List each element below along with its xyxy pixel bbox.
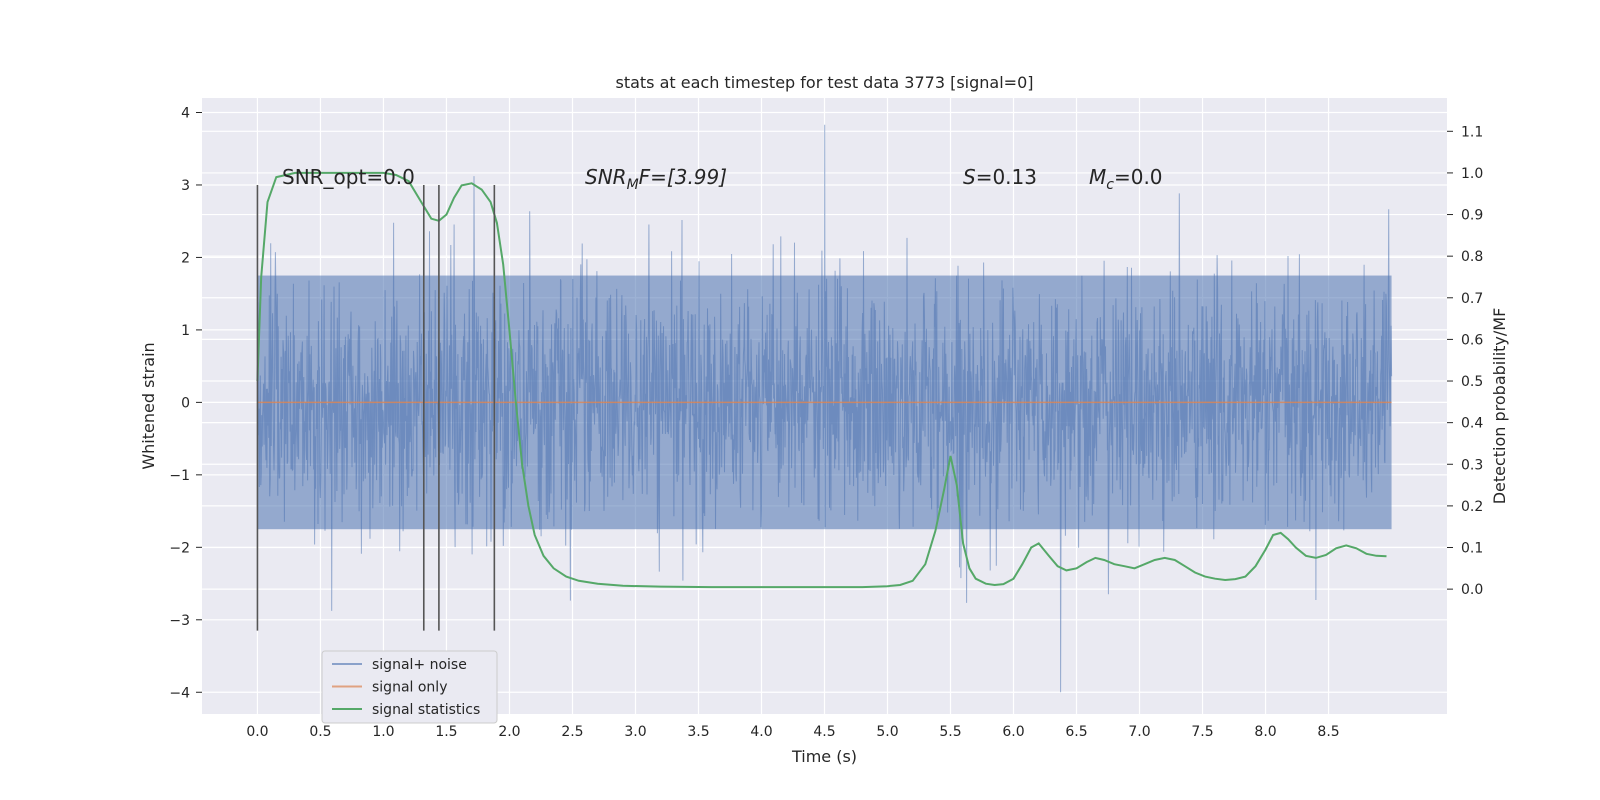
noise-line <box>256 124 1393 693</box>
x-axis-ticks: 0.0 0.5 1.0 1.5 2.0 2.5 3.0 3.5 4.0 4.5 5.0 5.5 6.0 6… <box>246 724 1339 740</box>
y-axis-ticks: 4 3 2 1 0 −1 −2 −3 −4 <box>169 105 202 701</box>
y-tick-label: 4 <box>181 105 190 121</box>
y-axis-label: Whitened strain <box>139 342 158 469</box>
y-right-tick-label: 0.1 <box>1461 541 1483 557</box>
y-right-axis-ticks: 1.1 1.0 0.9 0.8 0.7 0.6 0.5 0.4 0.3 0.2 0.1 0.0 <box>1447 124 1483 598</box>
annotation-snr-mf-main: SNR <box>585 165 627 189</box>
x-tick-label: 7.0 <box>1128 724 1150 740</box>
annotation-s-main: S <box>963 165 976 189</box>
annotation-snr-mf-sub: M <box>627 177 639 193</box>
y-right-axis-label: Detection probability/MF <box>1490 308 1509 505</box>
y-right-tick-label: 0.5 <box>1461 374 1483 390</box>
y-right-tick-label: 0.2 <box>1461 499 1483 515</box>
legend-box <box>321 650 498 724</box>
x-axis-label: Time (s) <box>791 747 857 766</box>
y-tick-label: −3 <box>169 613 190 629</box>
annotation-mc-sub: c <box>1106 177 1114 193</box>
y-tick-label: −2 <box>169 540 190 556</box>
y-right-tick-label: 0.3 <box>1461 457 1483 473</box>
annotation-snr-mf: SNRMF=[3.99] <box>585 165 727 193</box>
x-tick-label: 1.0 <box>372 724 394 740</box>
legend: signal+ noise signal only signal statist… <box>321 650 498 724</box>
signal-statistics-series <box>256 171 1387 589</box>
annotation-mc: Mc=0.0 <box>1089 165 1163 193</box>
vertical-markers <box>256 184 496 631</box>
x-tick-label: 8.5 <box>1317 724 1339 740</box>
x-tick-label: 7.5 <box>1191 724 1213 740</box>
x-tick-label: 2.5 <box>561 724 583 740</box>
x-tick-label: 6.5 <box>1065 724 1087 740</box>
y-right-tick-label: 0.6 <box>1461 332 1483 348</box>
statistics-line <box>256 171 1387 589</box>
y-right-tick-label: 1.1 <box>1461 124 1483 140</box>
x-tick-label: 3.0 <box>624 724 646 740</box>
x-tick-label: 0.5 <box>309 724 331 740</box>
y-tick-label: 1 <box>181 323 190 339</box>
x-tick-label: 8.0 <box>1254 724 1276 740</box>
y-right-tick-label: 0.4 <box>1461 416 1483 432</box>
x-tick-label: 5.5 <box>939 724 961 740</box>
annotation-s: S=0.13 <box>963 165 1037 189</box>
x-tick-label: 3.5 <box>687 724 709 740</box>
annotation-s-rest: =0.13 <box>976 165 1037 189</box>
x-tick-label: 1.5 <box>435 724 457 740</box>
x-tick-label: 4.0 <box>750 724 772 740</box>
annotation-mc-rest: =0.0 <box>1114 165 1163 189</box>
y-right-tick-label: 0.9 <box>1461 208 1483 224</box>
y-right-tick-label: 0.0 <box>1461 582 1483 598</box>
annotation-snr-opt: SNR_opt=0.0 <box>282 165 415 189</box>
x-tick-label: 4.5 <box>813 724 835 740</box>
legend-label-signal-only: signal only <box>372 680 447 696</box>
y-right-tick-label: 0.8 <box>1461 249 1483 265</box>
x-tick-label: 0.0 <box>246 724 268 740</box>
annotation-snr-mf-rest: F=[3.99] <box>639 165 727 189</box>
x-tick-label: 2.0 <box>498 724 520 740</box>
y-right-tick-label: 0.7 <box>1461 291 1483 307</box>
y-right-tick-label: 1.0 <box>1461 166 1483 182</box>
y-tick-label: −1 <box>169 468 190 484</box>
y-tick-label: 2 <box>181 250 190 266</box>
y-tick-label: −4 <box>169 685 190 701</box>
y-tick-label: 3 <box>181 178 190 194</box>
legend-label-signal-noise: signal+ noise <box>372 657 467 673</box>
chart-title: stats at each timestep for test data 377… <box>615 73 1033 92</box>
x-tick-label: 5.0 <box>876 724 898 740</box>
x-tick-label: 6.0 <box>1002 724 1024 740</box>
legend-label-signal-statistics: signal statistics <box>372 702 480 718</box>
annotation-mc-main: M <box>1089 165 1106 189</box>
y-tick-label: 0 <box>181 395 190 411</box>
